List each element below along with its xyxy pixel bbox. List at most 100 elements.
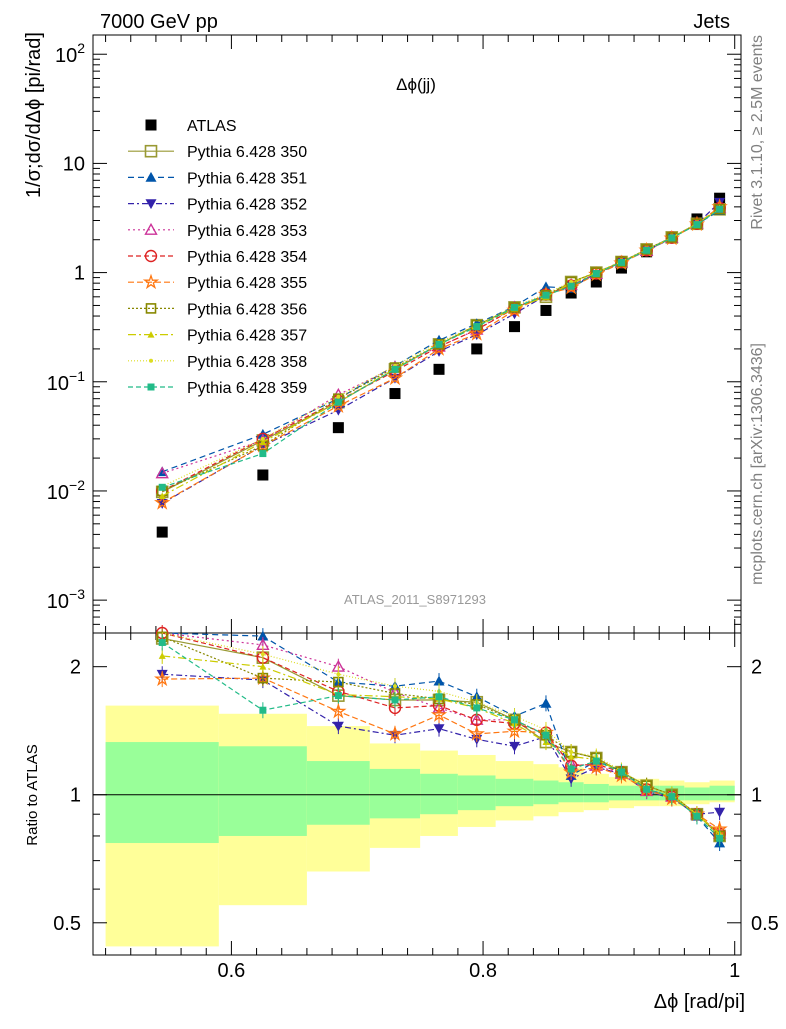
data-point (391, 365, 399, 373)
legend-label: Pythia 6.428 357 (187, 328, 307, 345)
y-axis-label-main: 1/σ;dσ/dΔϕ [pi/rad] (23, 32, 45, 198)
y-tick-label: 10 (63, 153, 85, 175)
data-point (433, 339, 445, 350)
header-left: 7000 GeV pp (100, 11, 218, 33)
ratio-tick-label-right: 1 (751, 785, 762, 807)
legend-entry: Pythia 6.428 359 (128, 380, 307, 397)
ratio-point (542, 731, 550, 739)
ratio-point (693, 812, 701, 820)
data-point (468, 325, 485, 341)
ratio-tick-label-left: 0.5 (53, 913, 81, 935)
ratio-point (257, 630, 269, 641)
data-point (540, 304, 552, 316)
ratio-series-9 (158, 634, 724, 847)
legend-label: ATLAS (187, 118, 237, 135)
x-tick-label: 0.6 (218, 960, 246, 982)
data-point (156, 526, 168, 538)
y-tick-label: 102 (55, 40, 85, 67)
ratio-point (668, 793, 676, 801)
inner-band (583, 783, 609, 803)
main-series (154, 192, 728, 538)
inner-band (608, 785, 635, 801)
legend-label: Pythia 6.428 355 (187, 275, 307, 292)
ratio-point (259, 706, 267, 714)
ratio-point (391, 696, 399, 704)
data-point (666, 232, 678, 243)
data-point (590, 276, 602, 288)
data-point (691, 218, 703, 230)
mcplots-label: mcplots.cern.ch [arXiv:1306.3436] (749, 343, 766, 585)
data-point (260, 436, 265, 441)
ratio-point (567, 765, 575, 773)
data-point (332, 422, 344, 434)
ratio-line (162, 677, 720, 830)
legend-label: Pythia 6.428 350 (187, 144, 307, 161)
legend-marker (145, 171, 157, 182)
data-point (336, 394, 341, 399)
legend: ATLAS Pythia 6.428 350 Pythia 6.428 351 Pyt… (128, 118, 307, 397)
data-point (257, 469, 269, 481)
header-right: Jets (693, 11, 730, 33)
legend-label: Pythia 6.428 352 (187, 197, 307, 214)
ratio-point (433, 724, 445, 735)
y-tick-label: 1 (74, 263, 85, 285)
ratio-frame (92, 632, 742, 956)
y-axis-label-ratio: Ratio to ATLAS (24, 744, 41, 845)
inner-band (558, 782, 584, 803)
legend-entry: Pythia 6.428 356 (128, 301, 307, 318)
ratio-line (161, 641, 721, 839)
legend-entry: Pythia 6.428 353 (128, 223, 307, 240)
ratio-series (154, 625, 728, 852)
y-tick-label: 10−2 (47, 477, 85, 504)
legend-marker (145, 119, 157, 131)
inner-band (457, 775, 496, 811)
legend-label: Pythia 6.428 356 (187, 301, 307, 318)
ratio-point (435, 693, 443, 701)
ratio-point (617, 768, 625, 776)
legend-entry: Pythia 6.428 350 (128, 144, 307, 161)
inner-band (420, 773, 458, 815)
data-point (259, 450, 267, 458)
data-point (158, 492, 166, 499)
data-point (471, 343, 483, 355)
inner-band (369, 768, 421, 819)
data-point (592, 270, 600, 278)
ratio-point (588, 758, 605, 775)
inner-band (218, 746, 307, 836)
data-point (509, 321, 521, 333)
ratio-point (468, 725, 485, 741)
ratio-point (259, 663, 267, 670)
legend-entry: Pythia 6.428 352 (128, 197, 307, 214)
ratio-point (336, 672, 341, 677)
data-point (154, 494, 171, 510)
data-point (386, 369, 404, 386)
legend-marker (144, 144, 158, 158)
series-10 (158, 205, 724, 491)
legend-marker (147, 331, 155, 338)
ratio-tick-label-right: 2 (751, 657, 762, 679)
legend-label: Pythia 6.428 351 (187, 170, 307, 187)
axes-frame (92, 34, 742, 956)
data-point (511, 303, 519, 311)
ratio-point (430, 706, 448, 722)
data-point (433, 363, 445, 375)
data-point (155, 466, 169, 479)
x-axis-label: Δϕ [rad/pi] (654, 991, 745, 1013)
rivet-label: Rivet 3.1.10, ≥ 2.5M events (749, 35, 766, 230)
data-point (509, 302, 520, 313)
legend-entry: Pythia 6.428 351 (128, 170, 307, 187)
x-tick-label: 0.8 (469, 960, 497, 982)
legend-marker (144, 249, 158, 263)
legend-label: Pythia 6.428 354 (187, 249, 307, 266)
legend-marker (144, 222, 158, 235)
ratio-point (158, 638, 166, 646)
ratio-point (569, 750, 574, 755)
legend-entry: Pythia 6.428 357 (128, 328, 307, 345)
uncertainty-bands (105, 705, 735, 947)
data-point (435, 340, 443, 348)
inner-band (105, 742, 219, 844)
data-point (158, 483, 166, 491)
data-point (259, 438, 267, 446)
